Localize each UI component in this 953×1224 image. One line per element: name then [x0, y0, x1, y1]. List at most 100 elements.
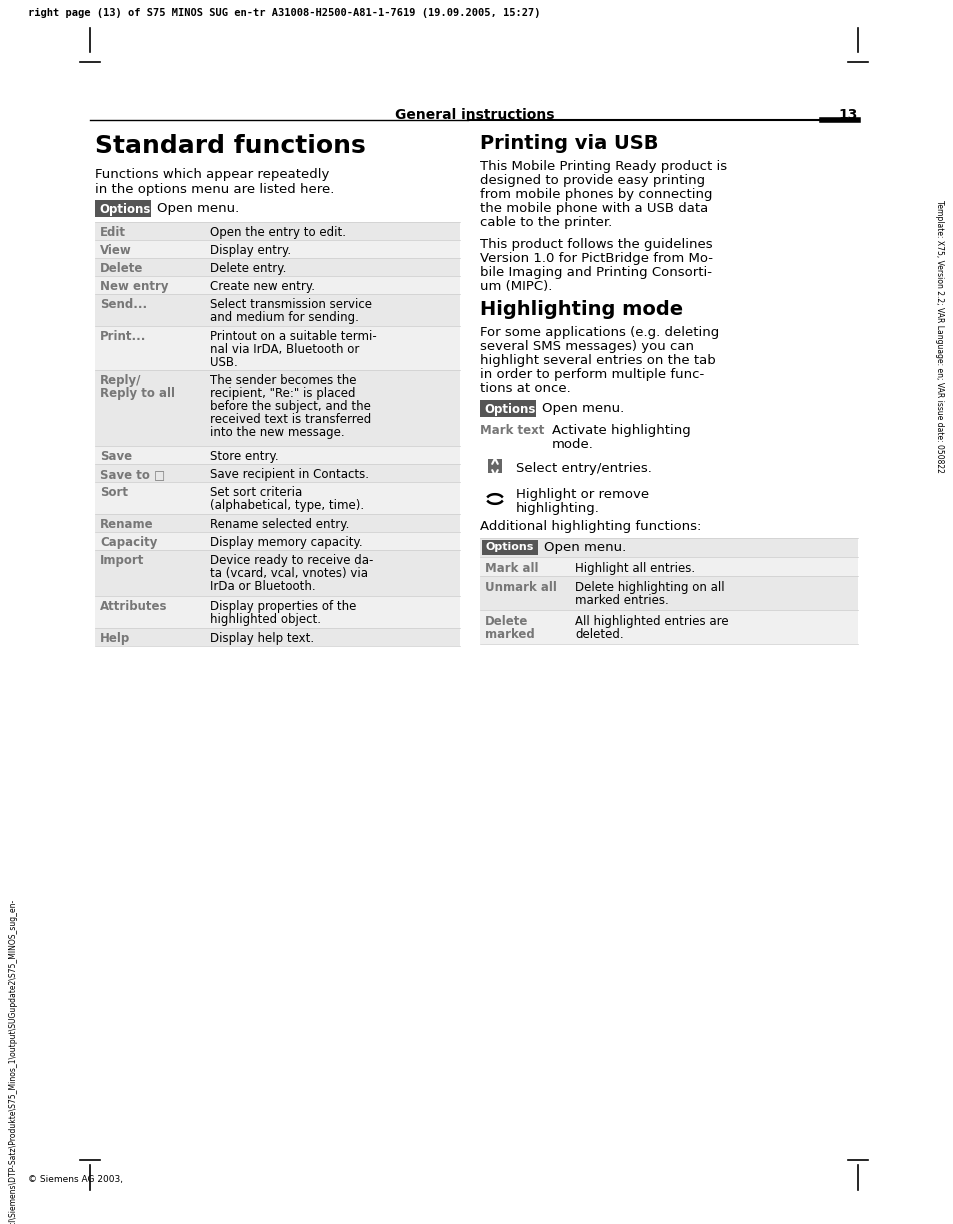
- Text: Save: Save: [100, 450, 132, 463]
- Text: Unmark all: Unmark all: [484, 581, 557, 594]
- Text: Delete entry.: Delete entry.: [210, 262, 286, 275]
- Text: in the options menu are listed here.: in the options menu are listed here.: [95, 184, 334, 196]
- Text: before the subject, and the: before the subject, and the: [210, 400, 371, 412]
- Text: Highlight or remove: Highlight or remove: [516, 488, 648, 501]
- Text: into the new message.: into the new message.: [210, 426, 344, 439]
- Text: Open menu.: Open menu.: [543, 541, 625, 554]
- Text: mode.: mode.: [552, 438, 594, 450]
- Text: General instructions: General instructions: [395, 108, 555, 122]
- Bar: [95, 514, 459, 532]
- Text: Open the entry to edit.: Open the entry to edit.: [210, 226, 346, 239]
- Text: This Mobile Printing Ready product is: This Mobile Printing Ready product is: [479, 160, 726, 173]
- Text: Highlighting mode: Highlighting mode: [479, 300, 682, 319]
- Text: deleted.: deleted.: [575, 628, 623, 641]
- Bar: [479, 557, 857, 577]
- Text: Functions which appear repeatedly: Functions which appear repeatedly: [95, 168, 329, 181]
- Text: Capacity: Capacity: [100, 536, 157, 550]
- Bar: [481, 540, 537, 554]
- Text: Import: Import: [100, 554, 144, 567]
- Text: Reply to all: Reply to all: [100, 387, 174, 400]
- Text: Options: Options: [485, 542, 534, 552]
- Text: The sender becomes the: The sender becomes the: [210, 375, 356, 387]
- Text: Printout on a suitable termi-: Printout on a suitable termi-: [210, 330, 376, 343]
- Bar: [95, 532, 459, 550]
- Text: Rename: Rename: [100, 518, 153, 531]
- Text: Edit: Edit: [100, 226, 126, 239]
- Text: Open menu.: Open menu.: [541, 401, 623, 415]
- Text: Send...: Send...: [100, 297, 147, 311]
- Text: right page (13) of S75 MINOS SUG en-tr A31008-H2500-A81-1-7619 (19.09.2005, 15:2: right page (13) of S75 MINOS SUG en-tr A…: [28, 9, 540, 18]
- Text: ta (vcard, vcal, vnotes) via: ta (vcard, vcal, vnotes) via: [210, 567, 368, 580]
- Text: Version 1.0 for PictBridge from Mo-: Version 1.0 for PictBridge from Mo-: [479, 252, 712, 266]
- Bar: [95, 326, 459, 370]
- Bar: [95, 222, 459, 240]
- Bar: [488, 459, 501, 472]
- Bar: [95, 482, 459, 514]
- Text: USB.: USB.: [210, 356, 237, 368]
- Text: Create new entry.: Create new entry.: [210, 280, 314, 293]
- Text: Display memory capacity.: Display memory capacity.: [210, 536, 362, 550]
- Text: Set sort criteria: Set sort criteria: [210, 486, 302, 499]
- Text: Template: X75, Version 2.2; VAR Language: en; VAR issue date: 050822: Template: X75, Version 2.2; VAR Language…: [935, 200, 943, 472]
- Text: Help: Help: [100, 632, 131, 645]
- Text: and medium for sending.: and medium for sending.: [210, 311, 358, 324]
- Text: Save to □: Save to □: [100, 468, 165, 481]
- Bar: [95, 464, 459, 482]
- Text: Store entry.: Store entry.: [210, 450, 278, 463]
- Text: Attributes: Attributes: [100, 600, 168, 613]
- Bar: [95, 550, 459, 596]
- Text: marked: marked: [484, 628, 535, 641]
- Bar: [95, 275, 459, 294]
- Bar: [95, 240, 459, 258]
- Bar: [481, 454, 507, 480]
- Text: All highlighted entries are: All highlighted entries are: [575, 614, 728, 628]
- Text: highlight several entries on the tab: highlight several entries on the tab: [479, 354, 715, 367]
- Text: cable to the printer.: cable to the printer.: [479, 215, 612, 229]
- Text: Select transmission service: Select transmission service: [210, 297, 372, 311]
- Text: This product follows the guidelines: This product follows the guidelines: [479, 237, 712, 251]
- Text: Save recipient in Contacts.: Save recipient in Contacts.: [210, 468, 369, 481]
- Text: Mark all: Mark all: [484, 562, 537, 575]
- Text: For some applications (e.g. deleting: For some applications (e.g. deleting: [479, 326, 719, 339]
- Bar: [95, 294, 459, 326]
- Text: Options: Options: [99, 203, 151, 215]
- Text: highlighting.: highlighting.: [516, 502, 599, 515]
- Text: Open menu.: Open menu.: [157, 202, 239, 215]
- Text: tions at once.: tions at once.: [479, 382, 570, 395]
- Text: Reply/: Reply/: [100, 375, 141, 387]
- Text: Select entry/entries.: Select entry/entries.: [516, 461, 651, 475]
- Text: several SMS messages) you can: several SMS messages) you can: [479, 340, 693, 353]
- Bar: [479, 577, 857, 610]
- Bar: [95, 628, 459, 646]
- Text: marked entries.: marked entries.: [575, 594, 668, 607]
- Bar: [479, 539, 857, 557]
- Text: from mobile phones by connecting: from mobile phones by connecting: [479, 188, 712, 201]
- Bar: [481, 486, 507, 512]
- Text: 13: 13: [838, 108, 857, 122]
- Text: Delete: Delete: [484, 614, 528, 628]
- Text: Print...: Print...: [100, 330, 146, 343]
- Text: © Siemens AG 2003,: © Siemens AG 2003,: [28, 1175, 123, 1184]
- Text: bile Imaging and Printing Consorti-: bile Imaging and Printing Consorti-: [479, 266, 711, 279]
- Text: um (MIPC).: um (MIPC).: [479, 280, 552, 293]
- Text: nal via IrDA, Bluetooth or: nal via IrDA, Bluetooth or: [210, 343, 359, 356]
- Text: Display entry.: Display entry.: [210, 244, 291, 257]
- Text: Sort: Sort: [100, 486, 128, 499]
- Text: highlighted object.: highlighted object.: [210, 613, 320, 625]
- Text: (alphabetical, type, time).: (alphabetical, type, time).: [210, 499, 364, 512]
- Text: Printing via USB: Printing via USB: [479, 133, 658, 153]
- Bar: [95, 596, 459, 628]
- Bar: [95, 258, 459, 275]
- Bar: [95, 370, 459, 446]
- Text: Activate highlighting: Activate highlighting: [552, 424, 690, 437]
- Text: Standard functions: Standard functions: [95, 133, 365, 158]
- Text: in order to perform multiple func-: in order to perform multiple func-: [479, 368, 703, 381]
- Text: Delete highlighting on all: Delete highlighting on all: [575, 581, 724, 594]
- Text: © Siemens AG 2003, C:\Daten_itl\Siemens\DTP-Satz\Produkte\S75_Minos_1\output\SUG: © Siemens AG 2003, C:\Daten_itl\Siemens\…: [10, 900, 18, 1224]
- Text: View: View: [100, 244, 132, 257]
- Bar: [95, 200, 151, 217]
- Text: Additional highlighting functions:: Additional highlighting functions:: [479, 520, 700, 532]
- Bar: [479, 400, 536, 417]
- Bar: [479, 610, 857, 644]
- Text: New entry: New entry: [100, 280, 169, 293]
